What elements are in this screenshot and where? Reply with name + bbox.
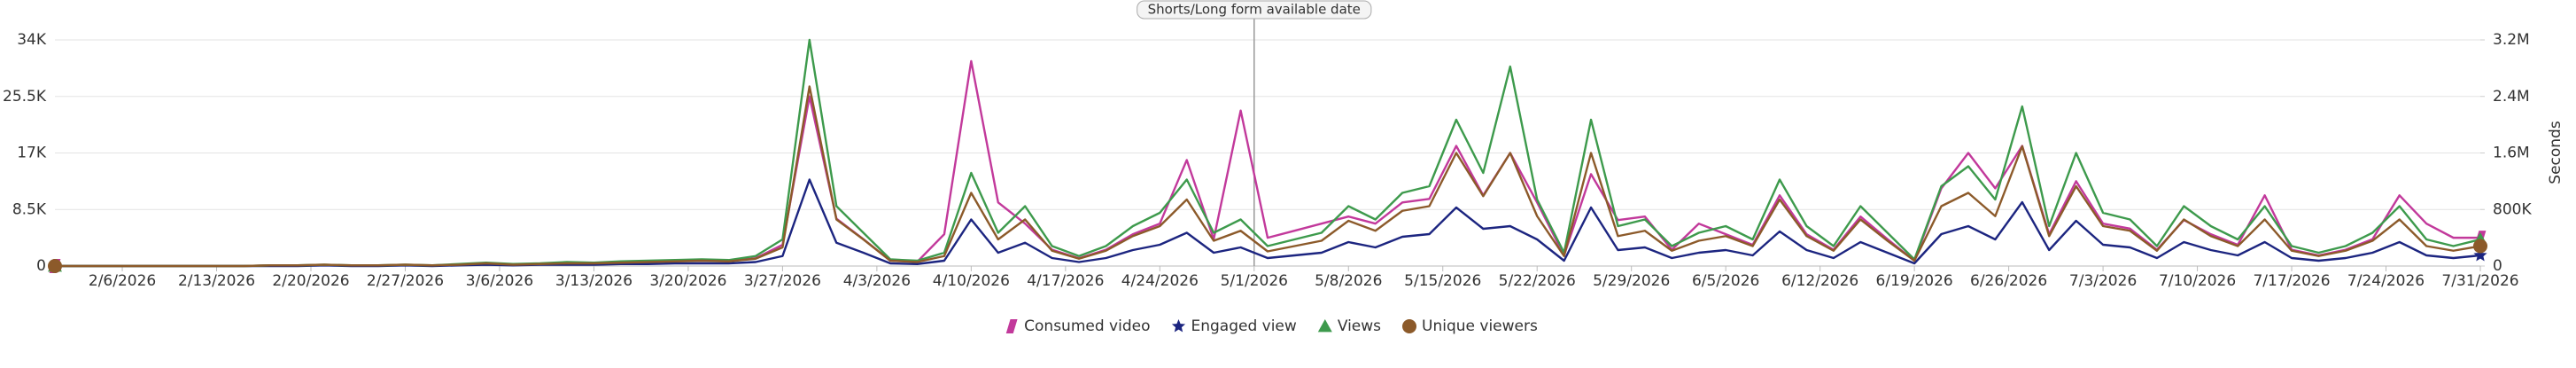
y2-tick-label: 3.2M xyxy=(2493,31,2530,49)
legend-label: Views xyxy=(1338,317,1381,335)
x-tick-label: 7/17/2026 xyxy=(2253,272,2330,290)
legend-item[interactable]: Engaged view xyxy=(1171,317,1297,335)
x-tick-label: 2/6/2026 xyxy=(89,272,156,290)
y-tick-label: 8.5K xyxy=(12,200,47,218)
y2-axis-label: Seconds xyxy=(2547,121,2564,184)
x-tick-label: 3/27/2026 xyxy=(744,272,821,290)
x-tick-label: 2/13/2026 xyxy=(178,272,255,290)
x-tick-label: 3/13/2026 xyxy=(555,272,632,290)
y-tick-label: 25.5K xyxy=(3,88,47,106)
annotation-box xyxy=(1137,0,1372,20)
x-tick-label: 7/24/2026 xyxy=(2347,272,2425,290)
x-tick-label: 5/15/2026 xyxy=(1404,272,1481,290)
x-tick-label: 3/6/2026 xyxy=(466,272,533,290)
series-line xyxy=(55,59,2480,268)
x-tick-label: 6/26/2026 xyxy=(1970,272,2047,290)
x-tick-label: 4/24/2026 xyxy=(1121,272,1199,290)
legend-item[interactable]: Consumed video xyxy=(1005,317,1151,335)
legend-label: Unique viewers xyxy=(1422,317,1538,335)
x-tick-label: 4/10/2026 xyxy=(933,272,1010,290)
series-line xyxy=(55,85,2481,268)
marker xyxy=(1171,319,1186,333)
y-tick-label: 34K xyxy=(17,31,47,49)
legend-label: Consumed video xyxy=(1024,317,1150,335)
marker xyxy=(2473,239,2487,254)
x-tick-label: 5/1/2026 xyxy=(1221,272,1288,290)
series-line xyxy=(55,178,2481,268)
y-tick-label: 17K xyxy=(17,145,47,162)
y2-tick-label: 1.6M xyxy=(2493,145,2530,162)
marker xyxy=(1005,319,1018,333)
x-tick-label: 2/20/2026 xyxy=(272,272,349,290)
x-tick-label: 5/8/2026 xyxy=(1315,272,1382,290)
x-tick-label: 6/19/2026 xyxy=(1876,272,1953,290)
annotation-text: Shorts/Long form available date xyxy=(1148,2,1361,18)
x-tick-label: 7/10/2026 xyxy=(2159,272,2236,290)
legend-item[interactable]: Unique viewers xyxy=(1402,317,1538,335)
x-tick-label: 6/12/2026 xyxy=(1781,272,1858,290)
marker xyxy=(1317,319,1332,333)
y2-tick-label: 2.4M xyxy=(2493,88,2530,106)
marker xyxy=(2473,248,2487,262)
x-tick-label: 6/5/2026 xyxy=(1692,272,1759,290)
marker xyxy=(48,259,62,273)
x-tick-label: 3/20/2026 xyxy=(649,272,726,290)
y-tick-label: 0 xyxy=(36,257,46,275)
x-tick-label: 7/3/2026 xyxy=(2069,272,2137,290)
x-tick-label: 5/22/2026 xyxy=(1499,272,1576,290)
y2-tick-label: 0 xyxy=(2493,257,2502,275)
legend-item[interactable]: Views xyxy=(1317,317,1381,335)
y2-tick-label: 800K xyxy=(2493,200,2532,218)
marker xyxy=(1402,319,1417,333)
x-tick-label: 7/31/2026 xyxy=(2441,272,2518,290)
x-tick-label: 4/3/2026 xyxy=(843,272,911,290)
x-tick-label: 4/17/2026 xyxy=(1027,272,1104,290)
legend-label: Engaged view xyxy=(1191,317,1296,335)
x-tick-label: 5/29/2026 xyxy=(1593,272,1670,290)
x-tick-label: 2/27/2026 xyxy=(367,272,444,290)
